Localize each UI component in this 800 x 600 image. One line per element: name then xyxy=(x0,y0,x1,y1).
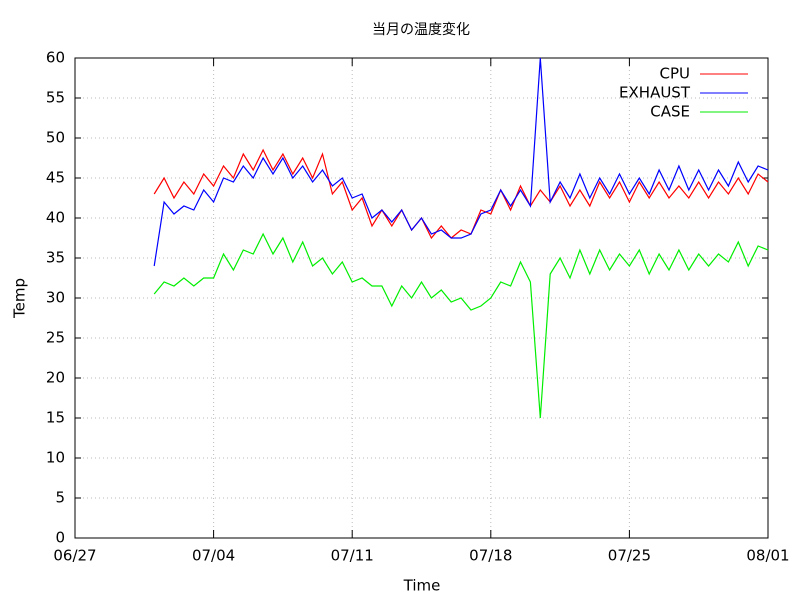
y-tick-label: 50 xyxy=(46,129,65,147)
x-axis-label: Time xyxy=(403,577,441,595)
y-tick-label: 35 xyxy=(46,249,65,267)
y-tick-label: 15 xyxy=(46,409,65,427)
x-tick-label: 07/11 xyxy=(331,547,374,565)
y-tick-label: 20 xyxy=(46,369,65,387)
y-tick-label: 40 xyxy=(46,209,65,227)
y-tick-label: 10 xyxy=(46,449,65,467)
legend-label: CASE xyxy=(650,103,690,121)
x-tick-label: 07/25 xyxy=(608,547,651,565)
y-axis-label: Temp xyxy=(11,278,29,319)
x-tick-label: 07/04 xyxy=(192,547,235,565)
y-tick-label: 45 xyxy=(46,169,65,187)
chart-title: 当月の温度変化 xyxy=(372,21,470,38)
series-line xyxy=(153,232,769,419)
x-tick-label: 07/18 xyxy=(469,547,512,565)
plot-frame xyxy=(74,57,769,539)
y-tick-label: 30 xyxy=(46,289,65,307)
y-tick-label: 25 xyxy=(46,329,65,347)
legend-label: EXHAUST xyxy=(619,84,691,102)
x-tick-label: 06/27 xyxy=(53,547,96,565)
y-tick-label: 5 xyxy=(55,489,65,507)
legend-label: CPU xyxy=(660,65,691,83)
y-tick-label: 55 xyxy=(46,89,65,107)
x-tick-label: 08/01 xyxy=(746,547,789,565)
series-line xyxy=(153,57,769,267)
y-tick-label: 60 xyxy=(46,49,65,67)
series-line xyxy=(153,148,769,240)
y-tick-label: 0 xyxy=(55,529,65,547)
